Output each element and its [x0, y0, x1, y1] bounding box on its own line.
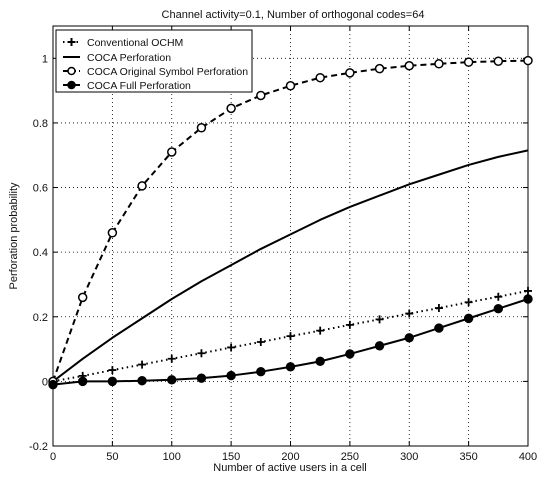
legend-label-coca-full-perforation: COCA Full Perforation [87, 80, 191, 92]
y-tick-labels: -0.2 0 0.2 0.4 0.6 0.8 1 [29, 53, 48, 453]
legend-box [55, 29, 253, 93]
point-marker-coca-full-perforation [167, 375, 177, 385]
x-tick-labels: 0 50 100 150 200 250 300 350 400 [50, 451, 537, 463]
x-tick-label: 400 [519, 451, 537, 463]
point-marker-conventional-ochm [524, 286, 532, 295]
y-tick-label: 0.4 [33, 247, 48, 259]
point-marker-coca-original-symbol-perforation [226, 103, 236, 114]
point-marker-coca-full-perforation [256, 366, 266, 377]
point-marker-coca-full-perforation [137, 376, 147, 386]
series-coca-perforation [52, 149, 529, 383]
point-marker-conventional-ochm [464, 298, 473, 307]
series-coca-original-symbol-perforation [48, 55, 533, 387]
y-tick-label: 1 [42, 53, 48, 65]
point-marker-coca-original-symbol-perforation [285, 81, 296, 91]
legend-label-coca-original-symbol-perforation: COCA Original Symbol Perforation [87, 66, 248, 78]
point-marker-conventional-ochm [108, 366, 117, 375]
point-marker-coca-full-perforation [374, 341, 385, 351]
point-marker-coca-full-perforation [196, 373, 207, 383]
x-tick-label: 0 [50, 451, 56, 463]
point-marker-conventional-ochm [167, 354, 176, 363]
x-tick-label: 250 [341, 451, 359, 463]
point-marker-coca-full-perforation [107, 376, 118, 387]
legend-marker-conventional-ochm [67, 38, 76, 46]
series-coca-full-perforation [48, 294, 533, 390]
series-group [48, 55, 533, 390]
point-marker-coca-full-perforation [404, 333, 414, 343]
point-marker-conventional-ochm [345, 320, 354, 329]
point-marker-coca-full-perforation [285, 362, 296, 372]
x-tick-label: 200 [281, 451, 299, 463]
point-marker-conventional-ochm [286, 332, 295, 341]
y-tick-label: 0.6 [33, 183, 48, 195]
point-marker-coca-original-symbol-perforation [137, 181, 147, 191]
point-marker-coca-original-symbol-perforation [107, 228, 118, 238]
point-marker-conventional-ochm [316, 326, 325, 335]
y-tick-label: 0.2 [33, 312, 48, 324]
legend-marker-coca-full-perforation [67, 80, 76, 90]
point-marker-coca-original-symbol-perforation [434, 59, 444, 69]
point-marker-coca-original-symbol-perforation [196, 123, 207, 133]
point-marker-coca-full-perforation [463, 313, 474, 324]
legend: Conventional OCHM COCA Perforation COCA … [55, 29, 253, 93]
y-tick-label: 0 [42, 376, 48, 388]
point-marker-conventional-ochm [256, 337, 265, 346]
series-line-conventional-ochm [52, 289, 529, 383]
point-marker-coca-original-symbol-perforation [315, 72, 325, 83]
legend-marker-coca-original-symbol-perforation [67, 66, 76, 76]
point-marker-conventional-ochm [405, 309, 414, 318]
point-marker-coca-original-symbol-perforation [77, 292, 88, 303]
y-tick-label: -0.2 [29, 441, 48, 453]
point-marker-coca-full-perforation [434, 323, 444, 333]
point-marker-coca-full-perforation [48, 379, 58, 390]
point-marker-coca-original-symbol-perforation [256, 90, 266, 101]
point-marker-conventional-ochm [197, 349, 206, 358]
point-marker-coca-original-symbol-perforation [345, 68, 355, 78]
point-marker-coca-original-symbol-perforation [374, 63, 385, 74]
point-marker-coca-full-perforation [345, 349, 355, 359]
point-marker-conventional-ochm [494, 292, 503, 301]
point-marker-coca-original-symbol-perforation [167, 147, 177, 157]
legend-label-conventional-ochm: Conventional OCHM [87, 37, 183, 49]
x-tick-label: 50 [106, 451, 118, 463]
point-marker-coca-full-perforation [523, 294, 533, 304]
x-axis-label: Number of active users in a cell [213, 462, 366, 474]
x-tick-label: 100 [163, 451, 181, 463]
y-tick-label: 0.8 [33, 118, 48, 130]
point-marker-conventional-ochm [227, 343, 236, 352]
x-tick-label: 300 [400, 451, 418, 463]
legend-label-coca-perforation: COCA Perforation [87, 52, 171, 64]
point-marker-coca-full-perforation [315, 356, 325, 367]
y-axis-label: Perforation probability [8, 182, 20, 290]
point-marker-coca-full-perforation [493, 303, 504, 314]
point-marker-coca-original-symbol-perforation [404, 60, 414, 71]
point-marker-coca-original-symbol-perforation [523, 55, 533, 66]
point-marker-coca-full-perforation [226, 370, 236, 381]
point-marker-conventional-ochm [375, 315, 384, 324]
point-marker-coca-full-perforation [77, 376, 88, 387]
x-tick-label: 350 [459, 451, 477, 463]
series-line-coca-perforation [52, 149, 529, 383]
point-marker-coca-original-symbol-perforation [493, 56, 504, 66]
x-tick-label: 150 [222, 451, 240, 463]
point-marker-conventional-ochm [434, 304, 443, 313]
point-marker-coca-original-symbol-perforation [463, 57, 474, 67]
point-marker-conventional-ochm [138, 360, 147, 369]
chart-title: Channel activity=0.1, Number of orthogon… [162, 9, 425, 21]
